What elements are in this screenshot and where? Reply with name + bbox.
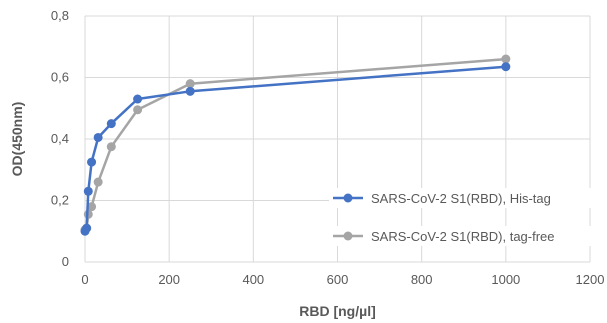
data-point [133, 94, 143, 104]
data-point [185, 86, 195, 96]
y-tick-label: 0,2 [51, 193, 69, 208]
gridlines [84, 15, 591, 263]
data-point [106, 142, 116, 152]
x-axis-title: RBD [ng/µl] [299, 303, 376, 319]
x-axis: 0 200 400 600 800 1000 1200 [81, 272, 604, 287]
x-tick-label: 600 [327, 272, 349, 287]
data-point [133, 105, 143, 115]
data-point [87, 202, 97, 212]
y-axis: 0 0,2 0,4 0,6 0,8 [51, 8, 69, 269]
legend-background [329, 226, 591, 246]
legend: SARS-CoV-2 S1(RBD), His-tag SARS-CoV-2 S1… [329, 188, 591, 246]
legend-marker [343, 193, 353, 203]
data-point [87, 157, 97, 167]
legend-label: SARS-CoV-2 S1(RBD), tag-free [371, 229, 555, 244]
x-tick-label: 1200 [576, 272, 605, 287]
legend-entry: SARS-CoV-2 S1(RBD), tag-free [329, 226, 591, 246]
x-tick-label: 400 [242, 272, 264, 287]
y-tick-label: 0,8 [51, 8, 69, 23]
data-point [501, 62, 511, 72]
series-0 [80, 62, 511, 236]
legend-entry: SARS-CoV-2 S1(RBD), His-tag [329, 188, 591, 208]
plot-series [80, 54, 511, 236]
legend-label: SARS-CoV-2 S1(RBD), His-tag [371, 191, 551, 206]
data-point [93, 177, 103, 187]
legend-background [329, 188, 591, 208]
y-tick-label: 0,6 [51, 70, 69, 85]
data-point [185, 79, 195, 89]
x-tick-label: 1000 [491, 272, 520, 287]
data-point [106, 119, 116, 129]
data-point [93, 132, 103, 142]
x-tick-label: 0 [81, 272, 88, 287]
data-point [83, 186, 93, 196]
legend-marker [343, 231, 353, 241]
data-point [82, 223, 92, 233]
y-tick-label: 0,4 [51, 131, 69, 146]
data-point [501, 54, 511, 64]
y-axis-title: OD(450nm) [9, 102, 25, 177]
y-tick-label: 0 [62, 254, 69, 269]
x-tick-label: 800 [411, 272, 433, 287]
x-tick-label: 200 [158, 272, 180, 287]
